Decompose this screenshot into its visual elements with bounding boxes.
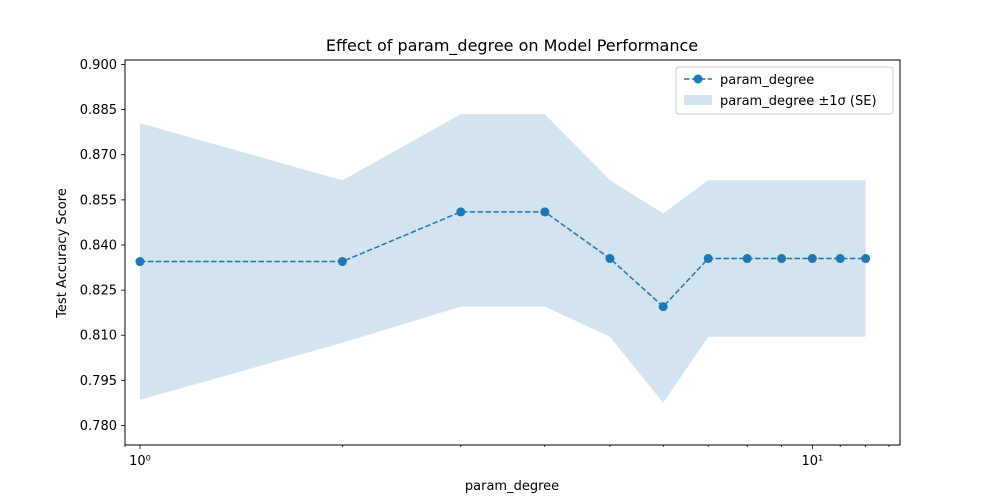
data-point — [742, 254, 752, 264]
data-point — [703, 254, 713, 264]
x-axis-ticks: 10⁰ 10¹ — [124, 445, 890, 469]
y-tick-label: 0.870 — [80, 148, 117, 163]
line-layer — [139, 211, 866, 308]
x-tick-label: 10¹ — [801, 454, 823, 469]
data-point — [337, 257, 347, 267]
data-point — [135, 257, 145, 267]
y-tick-label: 0.900 — [80, 58, 117, 73]
legend-marker-swatch — [693, 74, 703, 84]
y-tick-label: 0.840 — [80, 238, 117, 253]
legend-label-band: param_degree ±1σ (SE) — [720, 94, 877, 109]
data-point — [658, 302, 668, 312]
data-point — [777, 254, 787, 264]
data-point — [540, 207, 550, 217]
legend-band-swatch — [684, 95, 712, 105]
data-point — [456, 207, 466, 217]
chart-title: Effect of param_degree on Model Performa… — [326, 36, 698, 56]
x-tick-label: 10⁰ — [129, 454, 151, 469]
y-tick-label: 0.795 — [80, 374, 117, 389]
data-point — [861, 254, 871, 264]
band-layer — [139, 114, 866, 403]
y-tick-label: 0.780 — [80, 419, 117, 434]
y-tick-label: 0.885 — [80, 103, 117, 118]
legend-label-series: param_degree — [720, 73, 814, 88]
data-point — [605, 254, 615, 264]
y-tick-label: 0.825 — [80, 284, 117, 299]
plot-frame — [124, 59, 901, 446]
marker-layer — [135, 207, 871, 312]
data-point — [807, 254, 817, 264]
y-axis-ticks: 0.780 0.795 0.810 0.825 0.840 0.855 0.870 0.885… — [80, 58, 125, 434]
y-tick-label: 0.810 — [80, 329, 117, 344]
y-tick-label: 0.855 — [80, 193, 117, 208]
series-line — [139, 211, 866, 308]
y-axis-label: Test Accuracy Score — [55, 188, 70, 319]
data-point — [835, 254, 845, 264]
legend: param_degree param_degree ±1σ (SE) — [675, 66, 894, 115]
x-axis-label: param_degree — [465, 479, 559, 494]
legend-frame — [675, 66, 894, 115]
confidence-band — [139, 114, 866, 403]
